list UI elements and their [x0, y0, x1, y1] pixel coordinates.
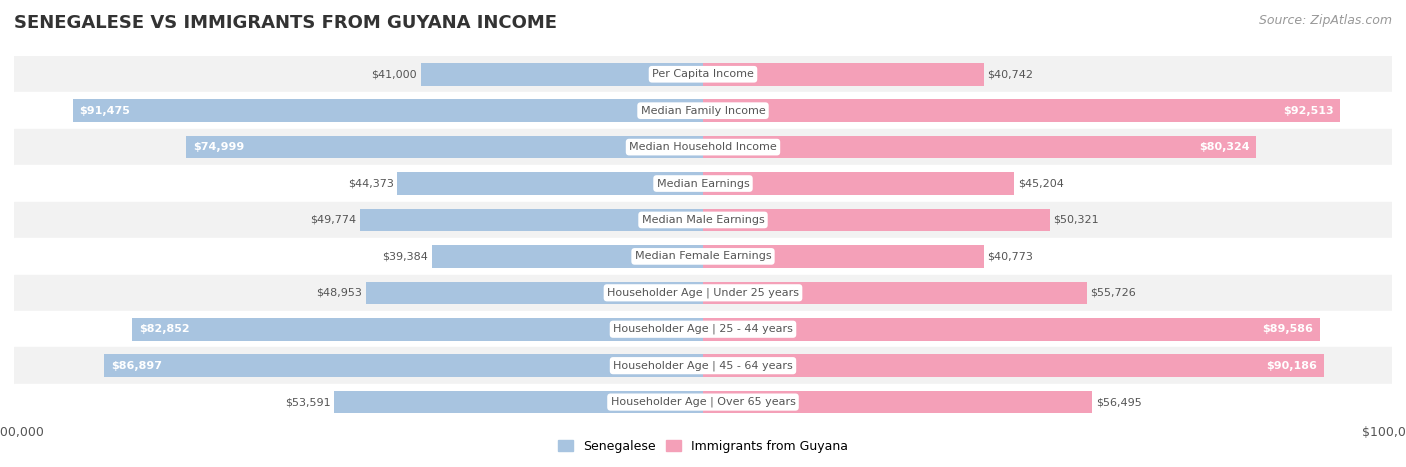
Bar [366, 282, 703, 304]
Text: $91,475: $91,475 [80, 106, 131, 116]
Bar [420, 63, 703, 85]
Bar [14, 129, 1392, 165]
Bar [132, 318, 703, 340]
Text: Median Household Income: Median Household Income [628, 142, 778, 152]
Text: $45,204: $45,204 [1018, 178, 1064, 189]
Text: $41,000: $41,000 [371, 69, 418, 79]
Bar [14, 347, 1392, 384]
Text: Householder Age | 25 - 44 years: Householder Age | 25 - 44 years [613, 324, 793, 334]
Legend: Senegalese, Immigrants from Guyana: Senegalese, Immigrants from Guyana [553, 435, 853, 458]
Text: $49,774: $49,774 [311, 215, 357, 225]
Bar [703, 245, 984, 268]
Text: Median Female Earnings: Median Female Earnings [634, 251, 772, 262]
Bar [703, 209, 1050, 231]
Bar [703, 63, 984, 85]
Bar [14, 311, 1392, 347]
Bar [703, 172, 1014, 195]
Text: $92,513: $92,513 [1282, 106, 1333, 116]
Text: $48,953: $48,953 [316, 288, 363, 298]
Text: $55,726: $55,726 [1091, 288, 1136, 298]
Text: $50,321: $50,321 [1053, 215, 1098, 225]
Bar [703, 391, 1092, 413]
Text: Source: ZipAtlas.com: Source: ZipAtlas.com [1258, 14, 1392, 27]
Bar [14, 384, 1392, 420]
Text: Median Earnings: Median Earnings [657, 178, 749, 189]
Text: Householder Age | Under 25 years: Householder Age | Under 25 years [607, 288, 799, 298]
Text: $40,773: $40,773 [987, 251, 1033, 262]
Bar [398, 172, 703, 195]
Text: Median Family Income: Median Family Income [641, 106, 765, 116]
Text: $90,186: $90,186 [1267, 361, 1317, 371]
Text: $82,852: $82,852 [139, 324, 190, 334]
Bar [14, 238, 1392, 275]
Bar [703, 354, 1324, 377]
Bar [14, 56, 1392, 92]
Text: $74,999: $74,999 [193, 142, 245, 152]
Bar [14, 275, 1392, 311]
Text: $44,373: $44,373 [347, 178, 394, 189]
Text: $40,742: $40,742 [987, 69, 1033, 79]
Text: $53,591: $53,591 [285, 397, 330, 407]
Text: Householder Age | 45 - 64 years: Householder Age | 45 - 64 years [613, 361, 793, 371]
Text: SENEGALESE VS IMMIGRANTS FROM GUYANA INCOME: SENEGALESE VS IMMIGRANTS FROM GUYANA INC… [14, 14, 557, 32]
Text: $39,384: $39,384 [382, 251, 429, 262]
Bar [14, 165, 1392, 202]
Text: $56,495: $56,495 [1095, 397, 1142, 407]
Bar [703, 282, 1087, 304]
Text: Median Male Earnings: Median Male Earnings [641, 215, 765, 225]
Bar [333, 391, 703, 413]
Bar [703, 136, 1257, 158]
Text: Householder Age | Over 65 years: Householder Age | Over 65 years [610, 397, 796, 407]
Bar [703, 99, 1340, 122]
Text: $89,586: $89,586 [1263, 324, 1313, 334]
Bar [432, 245, 703, 268]
Bar [703, 318, 1320, 340]
Text: Per Capita Income: Per Capita Income [652, 69, 754, 79]
Bar [14, 202, 1392, 238]
Bar [73, 99, 703, 122]
Bar [187, 136, 703, 158]
Text: $80,324: $80,324 [1199, 142, 1250, 152]
Bar [14, 92, 1392, 129]
Bar [360, 209, 703, 231]
Text: $86,897: $86,897 [111, 361, 162, 371]
Bar [104, 354, 703, 377]
